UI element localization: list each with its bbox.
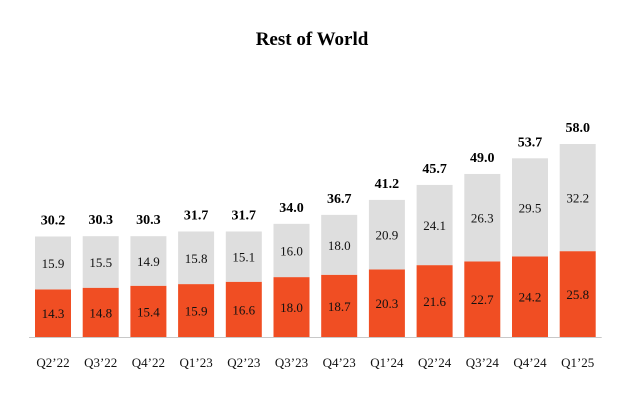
- x-tick-label-3: Q1’23: [179, 355, 212, 370]
- total-label-9: 49.0: [470, 151, 495, 166]
- bar-segment-top-6: [321, 214, 358, 275]
- data-label-bottom-6: 18.7: [328, 299, 351, 314]
- bar-segment-bottom-9: [464, 261, 501, 337]
- data-label-bottom-8: 21.6: [423, 294, 446, 309]
- data-label-bottom-3: 15.9: [185, 304, 208, 319]
- data-label-bottom-9: 22.7: [471, 292, 494, 307]
- bar-segment-bottom-6: [321, 274, 358, 337]
- bar-segment-bottom-8: [416, 265, 453, 337]
- data-label-bottom-2: 15.4: [137, 304, 160, 319]
- x-tick-label-6: Q4’23: [323, 355, 356, 370]
- x-tick-label-7: Q1’24: [370, 355, 404, 370]
- total-label-10: 53.7: [518, 135, 543, 150]
- total-label-3: 31.7: [184, 209, 209, 224]
- data-label-top-5: 16.0: [280, 243, 303, 258]
- x-tick-label-8: Q2’24: [418, 355, 452, 370]
- data-label-top-8: 24.1: [423, 218, 446, 233]
- total-label-11: 58.0: [565, 121, 590, 136]
- x-tick-label-10: Q4’24: [513, 355, 547, 370]
- chart-title: Rest of World: [256, 29, 369, 50]
- bar-segment-top-8: [416, 184, 453, 266]
- total-label-7: 41.2: [375, 177, 400, 192]
- data-label-bottom-7: 20.3: [376, 296, 399, 311]
- bar-segment-bottom-2: [130, 285, 167, 337]
- total-label-8: 45.7: [422, 162, 447, 177]
- bar-segment-bottom-3: [178, 284, 215, 337]
- data-label-top-6: 18.0: [328, 238, 351, 253]
- bar-segment-bottom-5: [273, 277, 310, 337]
- data-label-bottom-0: 14.3: [42, 306, 65, 321]
- bar-segment-bottom-7: [368, 269, 405, 337]
- data-label-top-11: 32.2: [566, 191, 589, 206]
- data-label-top-0: 15.9: [42, 256, 65, 271]
- data-label-top-10: 29.5: [519, 200, 542, 215]
- bar-segment-top-3: [178, 231, 215, 285]
- x-tick-label-9: Q3’24: [466, 355, 500, 370]
- bar-segment-bottom-11: [559, 251, 596, 337]
- bar-segment-top-2: [130, 236, 167, 286]
- data-label-top-4: 15.1: [232, 250, 255, 265]
- bar-segment-bottom-10: [512, 256, 548, 337]
- data-label-top-2: 14.9: [137, 254, 160, 269]
- data-label-top-9: 26.3: [471, 211, 494, 226]
- bar-segment-top-1: [82, 236, 119, 288]
- x-tick-label-0: Q2’22: [36, 355, 69, 370]
- data-label-bottom-5: 18.0: [280, 300, 303, 315]
- total-label-0: 30.2: [41, 214, 66, 229]
- data-label-bottom-4: 16.6: [232, 302, 255, 317]
- bar-segment-top-10: [512, 158, 548, 257]
- bar-segment-top-9: [464, 173, 501, 262]
- bar-segment-top-5: [273, 223, 310, 278]
- data-label-top-1: 15.5: [89, 255, 112, 270]
- bar-segment-bottom-0: [35, 289, 71, 337]
- data-label-top-3: 15.8: [185, 251, 208, 266]
- total-label-5: 34.0: [279, 201, 304, 216]
- x-tick-label-2: Q4’22: [132, 355, 165, 370]
- data-label-bottom-1: 14.8: [89, 305, 112, 320]
- data-label-top-7: 20.9: [376, 228, 399, 243]
- bar-segment-top-11: [559, 144, 596, 252]
- x-tick-label-11: Q1’25: [561, 355, 594, 370]
- bar-segment-top-7: [368, 199, 405, 270]
- total-label-6: 36.7: [327, 192, 352, 207]
- x-tick-label-4: Q2’23: [227, 355, 260, 370]
- data-label-bottom-10: 24.2: [519, 290, 542, 305]
- bar-segment-top-0: [35, 236, 71, 290]
- total-label-1: 30.3: [88, 213, 113, 228]
- bar-segment-bottom-4: [225, 281, 262, 337]
- x-tick-label-1: Q3’22: [84, 355, 117, 370]
- total-label-4: 31.7: [232, 209, 257, 224]
- data-label-bottom-11: 25.8: [566, 287, 589, 302]
- x-tick-label-5: Q3’23: [275, 355, 308, 370]
- bars-group: 14.3 15.9 30.2 Q2’22 14.8 15.5 30.3 Q3’22 15.4 14…: [35, 121, 596, 370]
- total-label-2: 30.3: [136, 213, 161, 228]
- bar-segment-bottom-1: [82, 287, 119, 337]
- bar-segment-top-4: [225, 231, 262, 282]
